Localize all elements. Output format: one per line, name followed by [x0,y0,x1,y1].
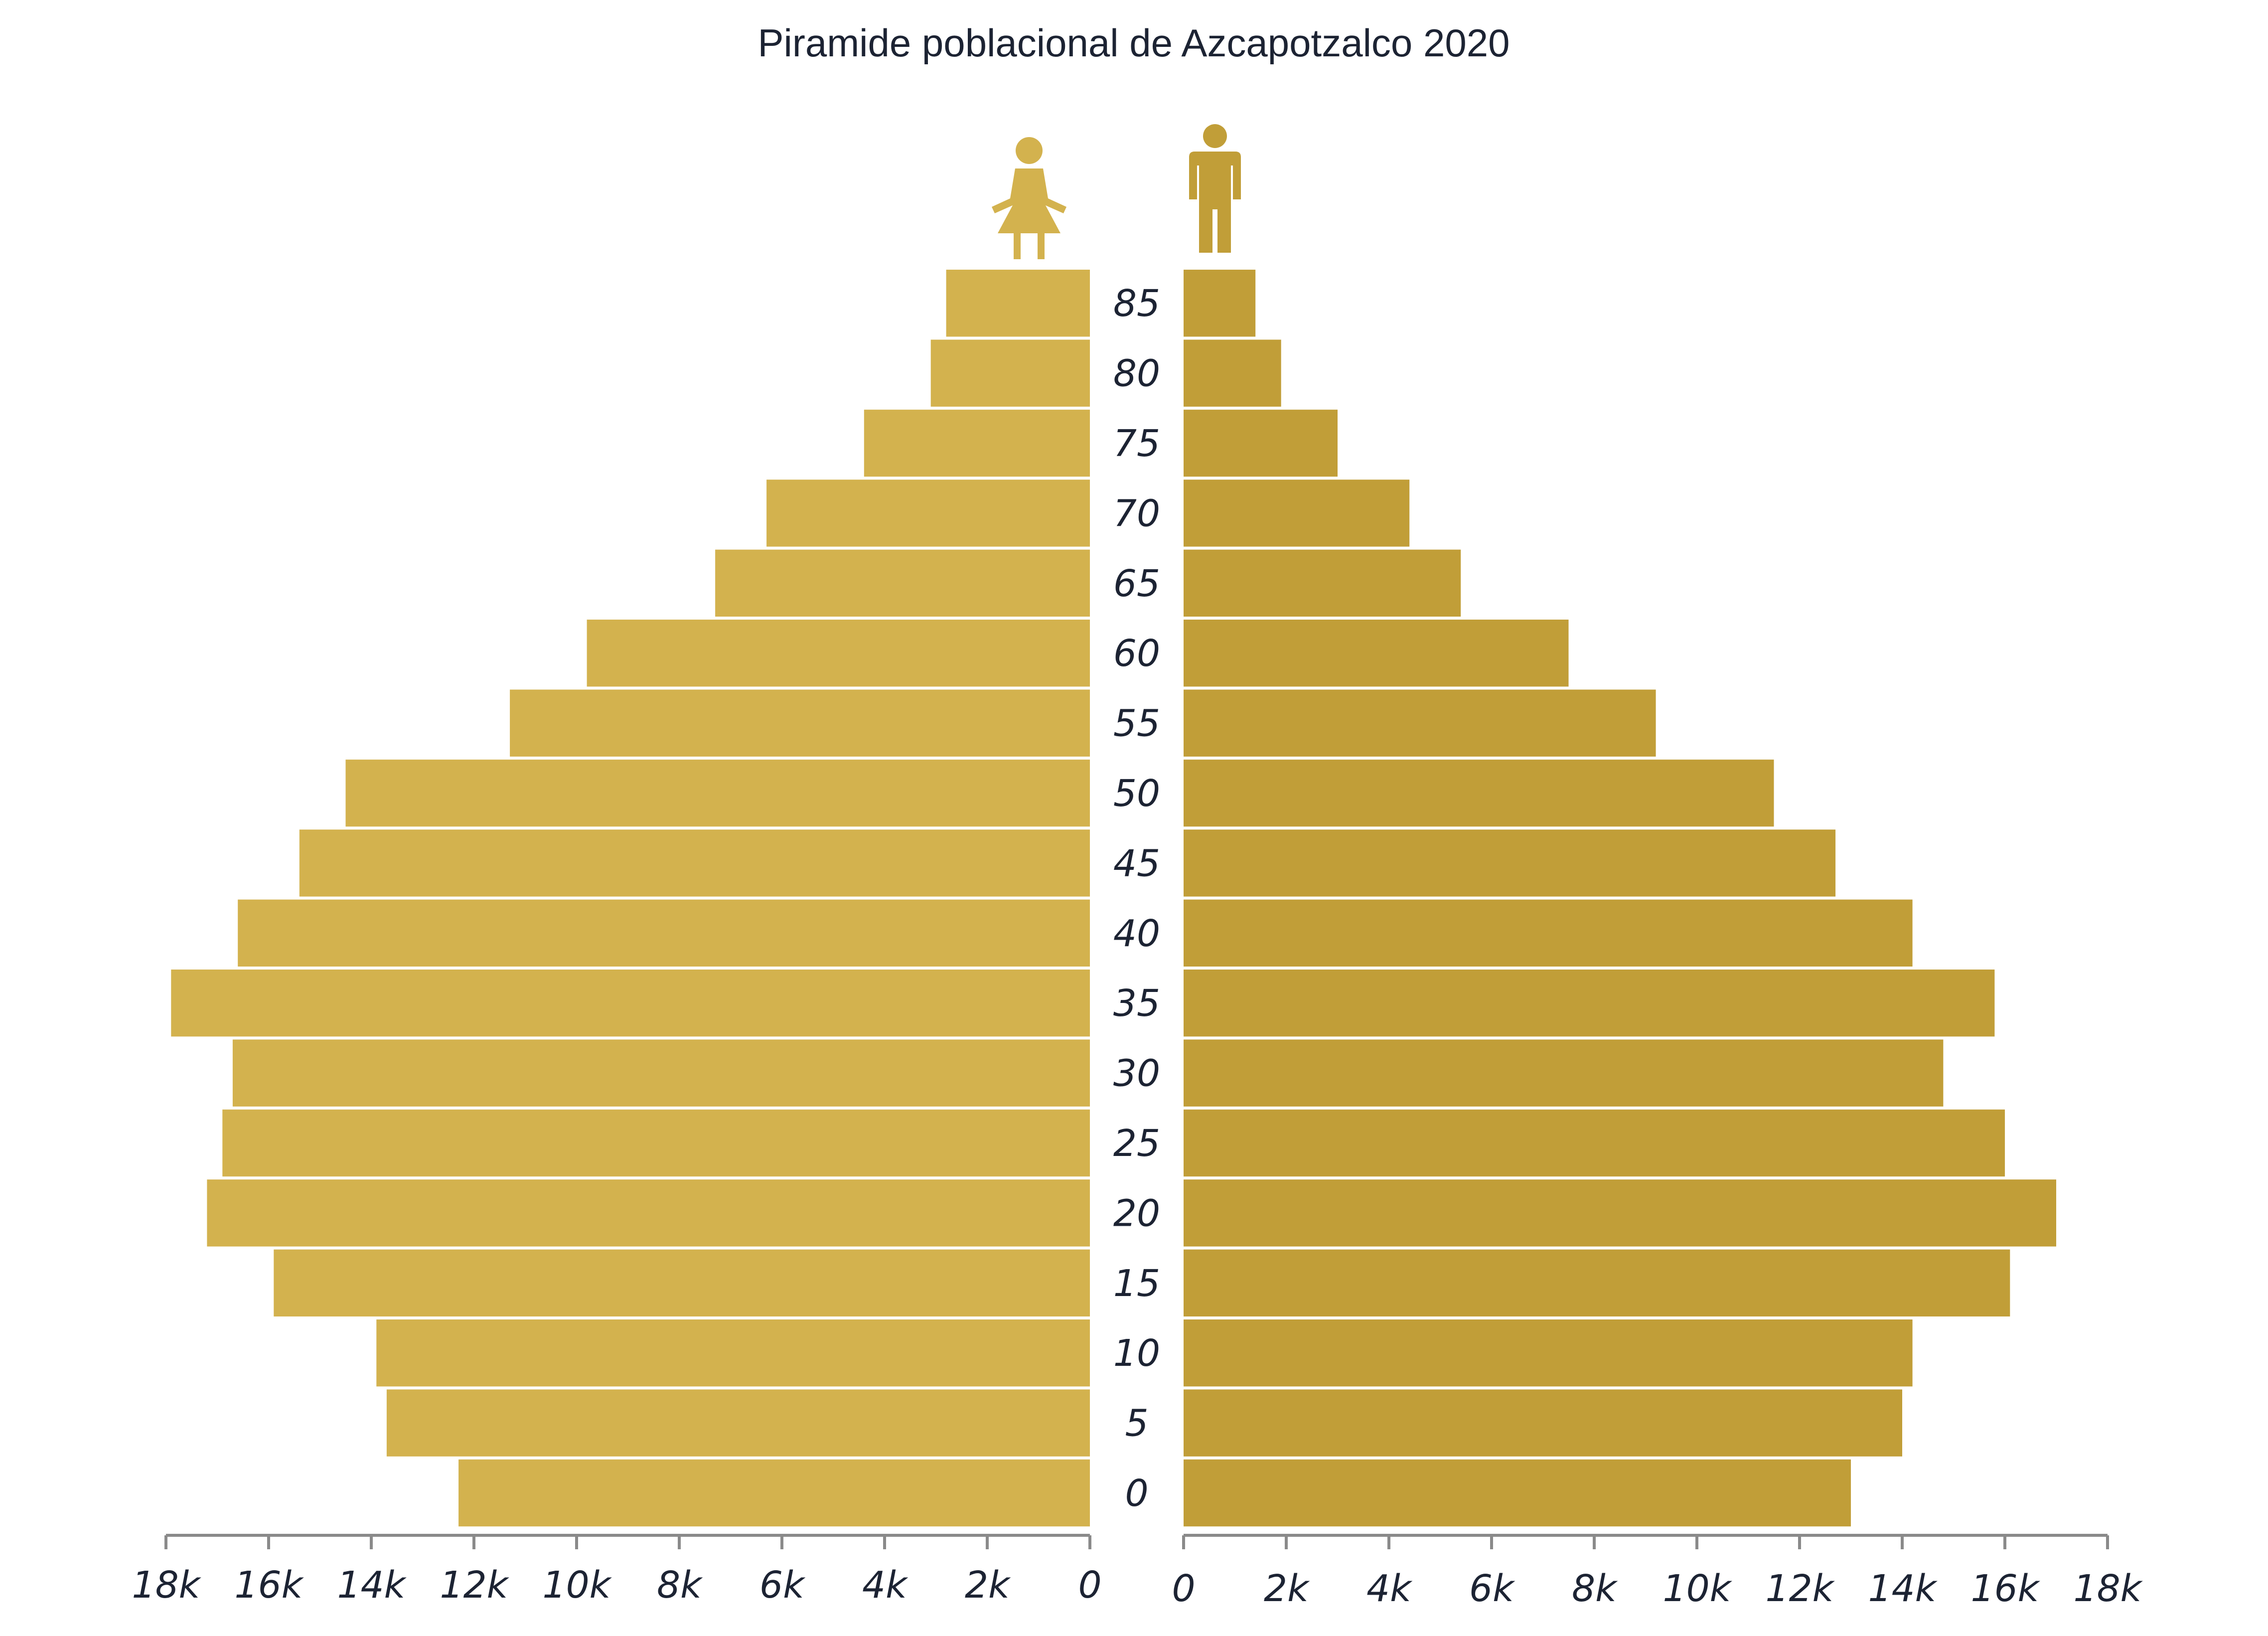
bar-male-age-0 [1184,1459,1851,1527]
age-label-70: 70 [1113,492,1160,535]
age-label-55: 55 [1113,702,1160,745]
bar-female-age-30 [232,1039,1090,1107]
age-label-5: 5 [1125,1402,1148,1445]
bar-female-age-70 [766,480,1090,547]
chart-title: Piramide poblacional de Azcapotzalco 202… [757,21,1510,65]
age-label-50: 50 [1113,772,1160,815]
bar-female-age-20 [207,1179,1090,1247]
age-label-60: 60 [1113,632,1160,675]
bar-female-age-5 [386,1389,1090,1457]
bar-male-age-85 [1184,270,1256,337]
x-tick-label-right: 0 [1172,1567,1195,1610]
age-label-10: 10 [1113,1332,1160,1375]
x-axes: 18k 16k 14k 12k 10k 8k 6k 4k 2k 0 0 2k 4k 6k 8k 10k 12k 1… [132,1534,2143,1610]
x-tick-label-right: 2k [1264,1567,1310,1610]
x-tick-label-right: 4k [1366,1567,1413,1610]
x-tick-label-right: 10k [1663,1567,1732,1610]
bar-female-age-35 [171,970,1090,1037]
x-tick-label-left: 0 [1078,1564,1101,1607]
x-tick-label-right: 6k [1469,1567,1515,1610]
bar-female-age-55 [510,689,1090,757]
age-label-15: 15 [1113,1262,1160,1305]
bar-female-age-40 [238,899,1090,967]
x-tick-label-left: 4k [862,1564,908,1607]
age-label-35: 35 [1113,982,1160,1025]
age-label-80: 80 [1113,352,1160,395]
bar-male-age-75 [1184,409,1338,477]
x-tick-label-right: 8k [1572,1567,1618,1610]
bar-male-age-40 [1184,899,1913,967]
bar-male-age-45 [1184,829,1836,897]
age-label-0: 0 [1125,1472,1148,1515]
x-tick-label-left: 14k [337,1564,407,1607]
x-tick-label-left: 8k [657,1564,703,1607]
bar-female-age-75 [864,409,1090,477]
male-bars [1184,270,2056,1527]
x-tick-label-right: 12k [1765,1567,1835,1610]
age-label-30: 30 [1113,1052,1160,1095]
bar-male-age-55 [1184,689,1656,757]
bar-male-age-65 [1184,549,1461,617]
bar-female-age-10 [376,1319,1090,1387]
bar-female-age-60 [587,620,1090,687]
age-label-20: 20 [1113,1192,1160,1235]
x-tick-label-left: 16k [234,1564,304,1607]
bar-male-age-5 [1184,1389,1902,1457]
bar-female-age-25 [222,1109,1090,1177]
x-tick-label-left: 18k [132,1564,201,1607]
x-tick-label-left: 2k [965,1564,1011,1607]
bar-female-age-80 [930,339,1090,407]
x-tick-label-left: 10k [542,1564,612,1607]
female-bars [171,270,1090,1527]
x-tick-label-left: 12k [440,1564,509,1607]
x-tick-label-right: 14k [1868,1567,1938,1610]
bar-female-age-50 [345,759,1090,827]
bar-female-age-45 [299,829,1090,897]
bar-female-age-0 [458,1459,1090,1527]
age-label-85: 85 [1113,282,1160,325]
x-tick-label-right: 16k [1970,1567,2040,1610]
bar-male-age-20 [1184,1179,2056,1247]
female-icon [992,137,1066,259]
bar-male-age-50 [1184,759,1774,827]
bar-male-age-35 [1184,970,1995,1037]
bar-male-age-10 [1184,1319,1913,1387]
age-label-45: 45 [1113,842,1160,885]
bar-male-age-60 [1184,620,1569,687]
male-icon [1189,124,1241,253]
bar-male-age-30 [1184,1039,1944,1107]
bar-male-age-25 [1184,1109,2005,1177]
bar-female-age-85 [946,270,1090,337]
age-label-75: 75 [1113,422,1160,465]
x-tick-label-left: 6k [759,1564,806,1607]
bar-female-age-65 [715,549,1090,617]
bar-female-age-15 [274,1249,1090,1316]
x-tick-label-right: 18k [2073,1567,2143,1610]
bar-male-age-80 [1184,339,1281,407]
bar-male-age-70 [1184,480,1410,547]
age-label-65: 65 [1113,562,1160,605]
age-label-25: 25 [1113,1122,1160,1165]
age-label-40: 40 [1113,912,1160,955]
bar-male-age-15 [1184,1249,2010,1316]
